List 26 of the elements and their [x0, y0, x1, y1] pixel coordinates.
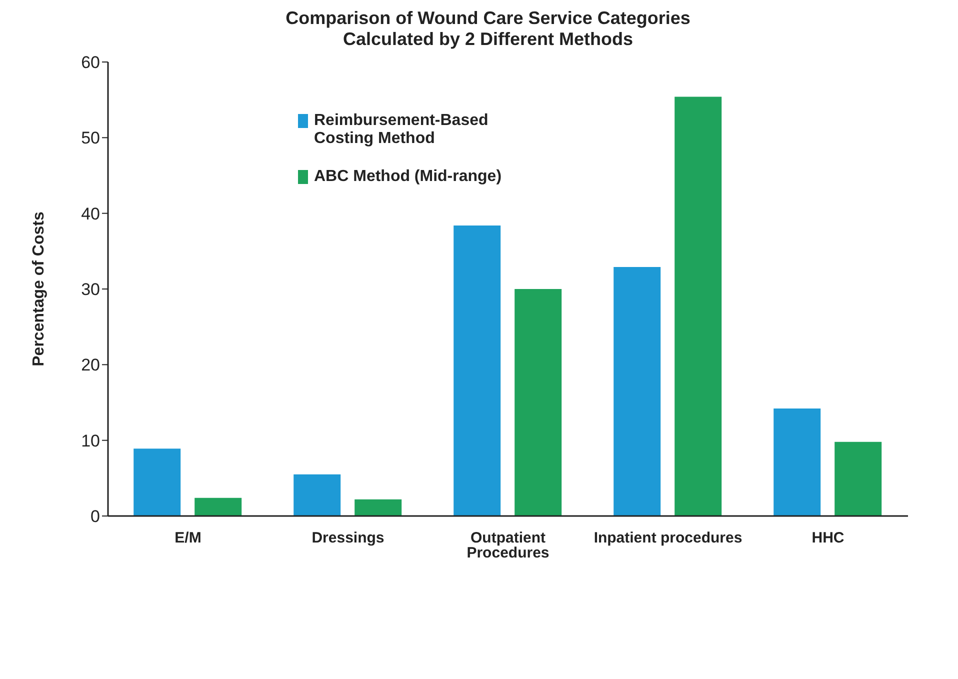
y-tick-label: 40: [81, 204, 100, 224]
y-tick-label: 60: [81, 53, 100, 72]
bar: [354, 499, 402, 516]
bar: [294, 474, 341, 516]
x-tick-label: HHC: [812, 530, 844, 547]
x-tick-label: Dressings: [312, 530, 384, 547]
y-tick-label: 10: [81, 431, 100, 450]
chart-title: Comparison of Wound Care Service Categories Calculated by 2 Different Methods: [284, 8, 692, 50]
x-tick-label: Inpatient procedures: [594, 530, 742, 547]
bar: [834, 442, 882, 516]
y-axis-title: Percentage of Costs: [30, 212, 48, 366]
y-tick-label: 50: [81, 128, 100, 148]
bar: [674, 96, 722, 516]
bar: [614, 267, 661, 516]
x-tick-label: Outpatient Procedures: [466, 530, 550, 562]
y-tick-label: 0: [90, 507, 100, 526]
bar: [774, 408, 821, 516]
y-tick-label: 20: [81, 356, 100, 375]
x-tick-label: E/M: [174, 530, 202, 547]
y-tick-label: 30: [81, 280, 100, 300]
bar: [194, 498, 242, 516]
bar: [134, 448, 181, 516]
bar: [454, 225, 501, 516]
legend-label: Reimbursement-Based Costing Method: [314, 112, 490, 148]
bar: [514, 289, 562, 516]
legend-label: ABC Method (Mid-range): [314, 168, 502, 186]
